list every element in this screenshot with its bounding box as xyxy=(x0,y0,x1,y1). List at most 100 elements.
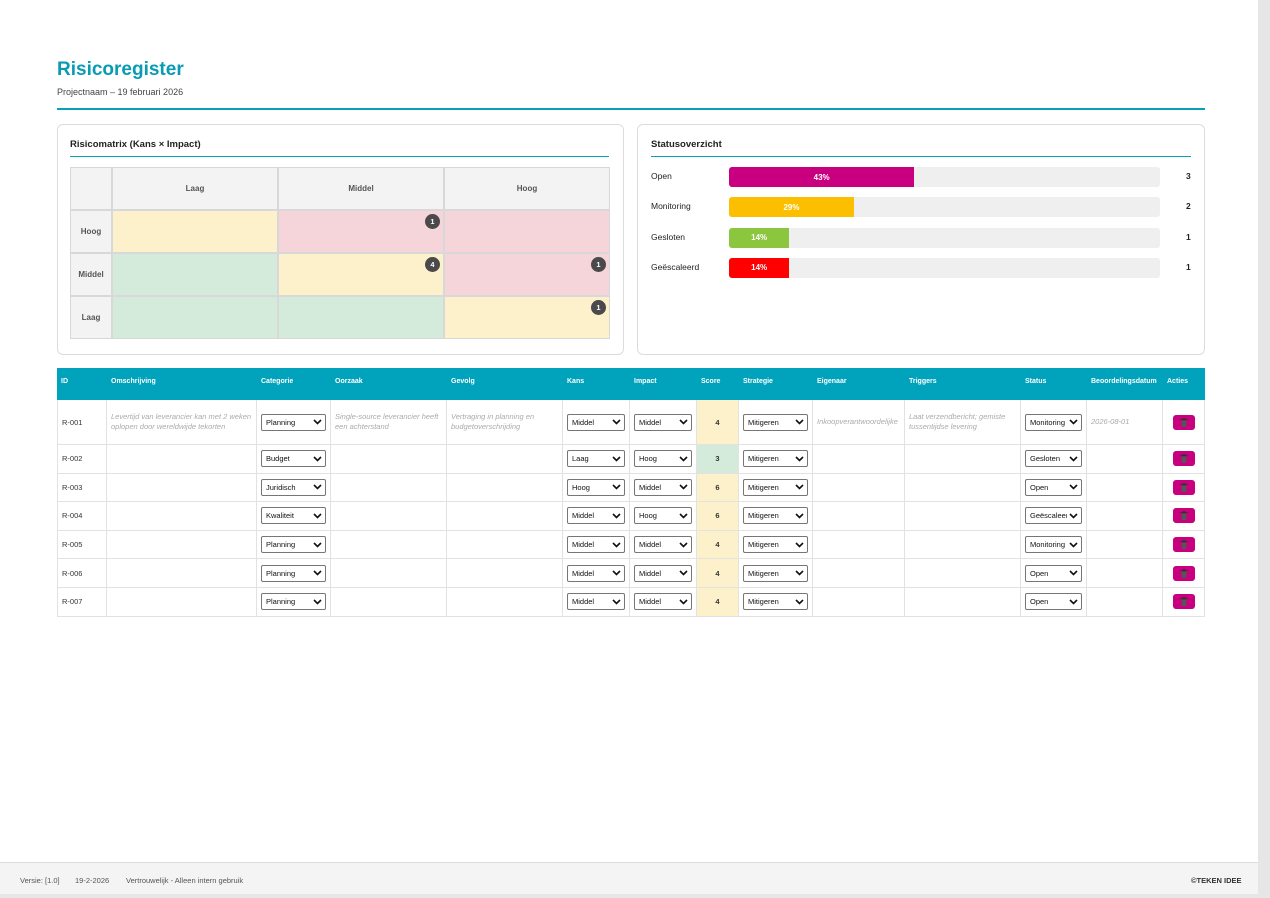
delete-button[interactable] xyxy=(1172,451,1195,467)
dropdown[interactable]: Laag xyxy=(567,450,625,468)
table-header: Status xyxy=(1021,368,1087,400)
dropdown[interactable]: Planning xyxy=(261,536,326,554)
table-cell: Hoog xyxy=(563,473,630,503)
table-cell xyxy=(107,445,257,474)
table-cell xyxy=(1163,559,1205,588)
dropdown[interactable]: Middel xyxy=(634,593,692,611)
dropdown[interactable]: Open xyxy=(1025,564,1082,582)
dropdown-value: Geëscaleerd xyxy=(1030,511,1067,521)
status-count: 1 xyxy=(1186,261,1191,272)
dropdown-value: Middel xyxy=(639,597,662,607)
risk-id: R-006 xyxy=(62,568,83,578)
status-count: 2 xyxy=(1186,201,1191,212)
dropdown[interactable]: Middel xyxy=(567,536,625,554)
matrix-cell xyxy=(112,210,278,253)
risk-id: R-007 xyxy=(62,597,83,607)
dropdown[interactable]: Hoog xyxy=(567,478,625,496)
header-text: Categorie xyxy=(261,378,294,385)
table-cell: Vertraging in planning en budgetoverschr… xyxy=(447,400,563,445)
table-header: Strategie xyxy=(739,368,813,400)
dropdown[interactable]: Open xyxy=(1025,478,1082,496)
dropdown[interactable]: Open xyxy=(1025,593,1082,611)
table-cell: 4 xyxy=(697,400,739,445)
table-cell: Juridisch xyxy=(257,473,331,503)
dropdown[interactable]: Juridisch xyxy=(261,478,326,496)
table-cell xyxy=(447,559,563,588)
dropdown[interactable]: Monitoring xyxy=(1025,413,1082,431)
select-arrow xyxy=(313,456,322,462)
table-cell: R-005 xyxy=(57,530,107,560)
dropdown[interactable]: Mitigeren xyxy=(743,478,808,496)
dropdown[interactable]: Hoog xyxy=(634,450,692,468)
dropdown[interactable]: Hoog xyxy=(634,507,692,525)
trash-icon xyxy=(1180,482,1187,492)
dropdown-value: Mitigeren xyxy=(748,511,779,521)
table-cell xyxy=(331,530,447,560)
matrix-column-label: Laag xyxy=(112,167,278,210)
dropdown[interactable]: Geëscaleerd xyxy=(1025,507,1082,525)
dropdown[interactable]: Mitigeren xyxy=(743,413,808,431)
matrix-cell: 1 xyxy=(444,296,610,339)
dropdown-value: Open xyxy=(1030,482,1049,492)
header-text: Acties xyxy=(1167,378,1189,385)
table-cell xyxy=(331,502,447,531)
dropdown[interactable]: Planning xyxy=(261,413,326,431)
select-arrow xyxy=(313,484,322,491)
dropdown[interactable]: Mitigeren xyxy=(743,450,808,468)
table-cell xyxy=(331,559,447,588)
delete-button[interactable] xyxy=(1172,594,1195,610)
table-cell xyxy=(331,445,447,474)
dropdown[interactable]: Mitigeren xyxy=(743,507,808,525)
dropdown[interactable]: Budget xyxy=(261,450,326,468)
select-arrow xyxy=(795,542,804,548)
dropdown[interactable]: Middel xyxy=(634,413,692,431)
select-arrow xyxy=(795,484,804,491)
dropdown[interactable]: Middel xyxy=(634,564,692,582)
delete-button[interactable] xyxy=(1172,565,1195,581)
footer-confidentiality: Vertrouwelijk - Alleen intern gebruik xyxy=(126,876,244,885)
table-cell xyxy=(905,445,1021,474)
select-arrow xyxy=(795,456,804,462)
footer: Versie: [1.0] 19-2-2026 Vertrouwelijk - … xyxy=(0,862,1258,894)
table-header: Oorzaak xyxy=(331,368,447,400)
dropdown[interactable]: Middel xyxy=(634,536,692,554)
delete-button[interactable] xyxy=(1172,537,1195,553)
dropdown[interactable]: Mitigeren xyxy=(743,536,808,554)
dropdown[interactable]: Planning xyxy=(261,593,326,611)
table-cell: Planning xyxy=(257,559,331,588)
header-text: Eigenaar xyxy=(817,378,847,385)
table-cell: 6 xyxy=(697,502,739,531)
dropdown-value: Mitigeren xyxy=(748,597,779,607)
dropdown[interactable]: Middel xyxy=(567,564,625,582)
table-cell xyxy=(905,559,1021,588)
dropdown-value: Laag xyxy=(572,454,589,464)
dropdown[interactable]: Mitigeren xyxy=(743,593,808,611)
table-header: Triggers xyxy=(905,368,1021,400)
delete-button[interactable] xyxy=(1172,508,1195,524)
table-cell: R-003 xyxy=(57,473,107,503)
dropdown[interactable]: Kwaliteit xyxy=(261,507,326,525)
table-cell: Hoog xyxy=(630,445,697,474)
dropdown[interactable]: Middel xyxy=(567,413,625,431)
status-label: Open xyxy=(651,171,672,181)
delete-button[interactable] xyxy=(1172,414,1195,430)
dropdown[interactable]: Middel xyxy=(567,593,625,611)
delete-button[interactable] xyxy=(1172,479,1195,495)
dropdown[interactable]: Planning xyxy=(261,564,326,582)
table-cell xyxy=(813,473,905,503)
dropdown[interactable]: Gesloten xyxy=(1025,450,1082,468)
dropdown-value: Planning xyxy=(266,568,296,578)
status-bar: 14% xyxy=(729,257,790,278)
dropdown[interactable]: Middel xyxy=(567,507,625,525)
footer-brand: ©TEKEN IDEE xyxy=(1191,876,1242,885)
dropdown-value: Open xyxy=(1030,597,1049,607)
dropdown[interactable]: Middel xyxy=(634,478,692,496)
dropdown[interactable]: Monitoring xyxy=(1025,536,1082,554)
dropdown-value: Mitigeren xyxy=(748,417,779,427)
status-bar: 43% xyxy=(729,167,915,187)
select-arrow xyxy=(612,419,621,425)
table-cell: Hoog xyxy=(630,502,697,531)
dropdown[interactable]: Mitigeren xyxy=(743,564,808,582)
status-track: 43% xyxy=(729,167,1160,187)
dropdown-value: Middel xyxy=(572,540,595,550)
